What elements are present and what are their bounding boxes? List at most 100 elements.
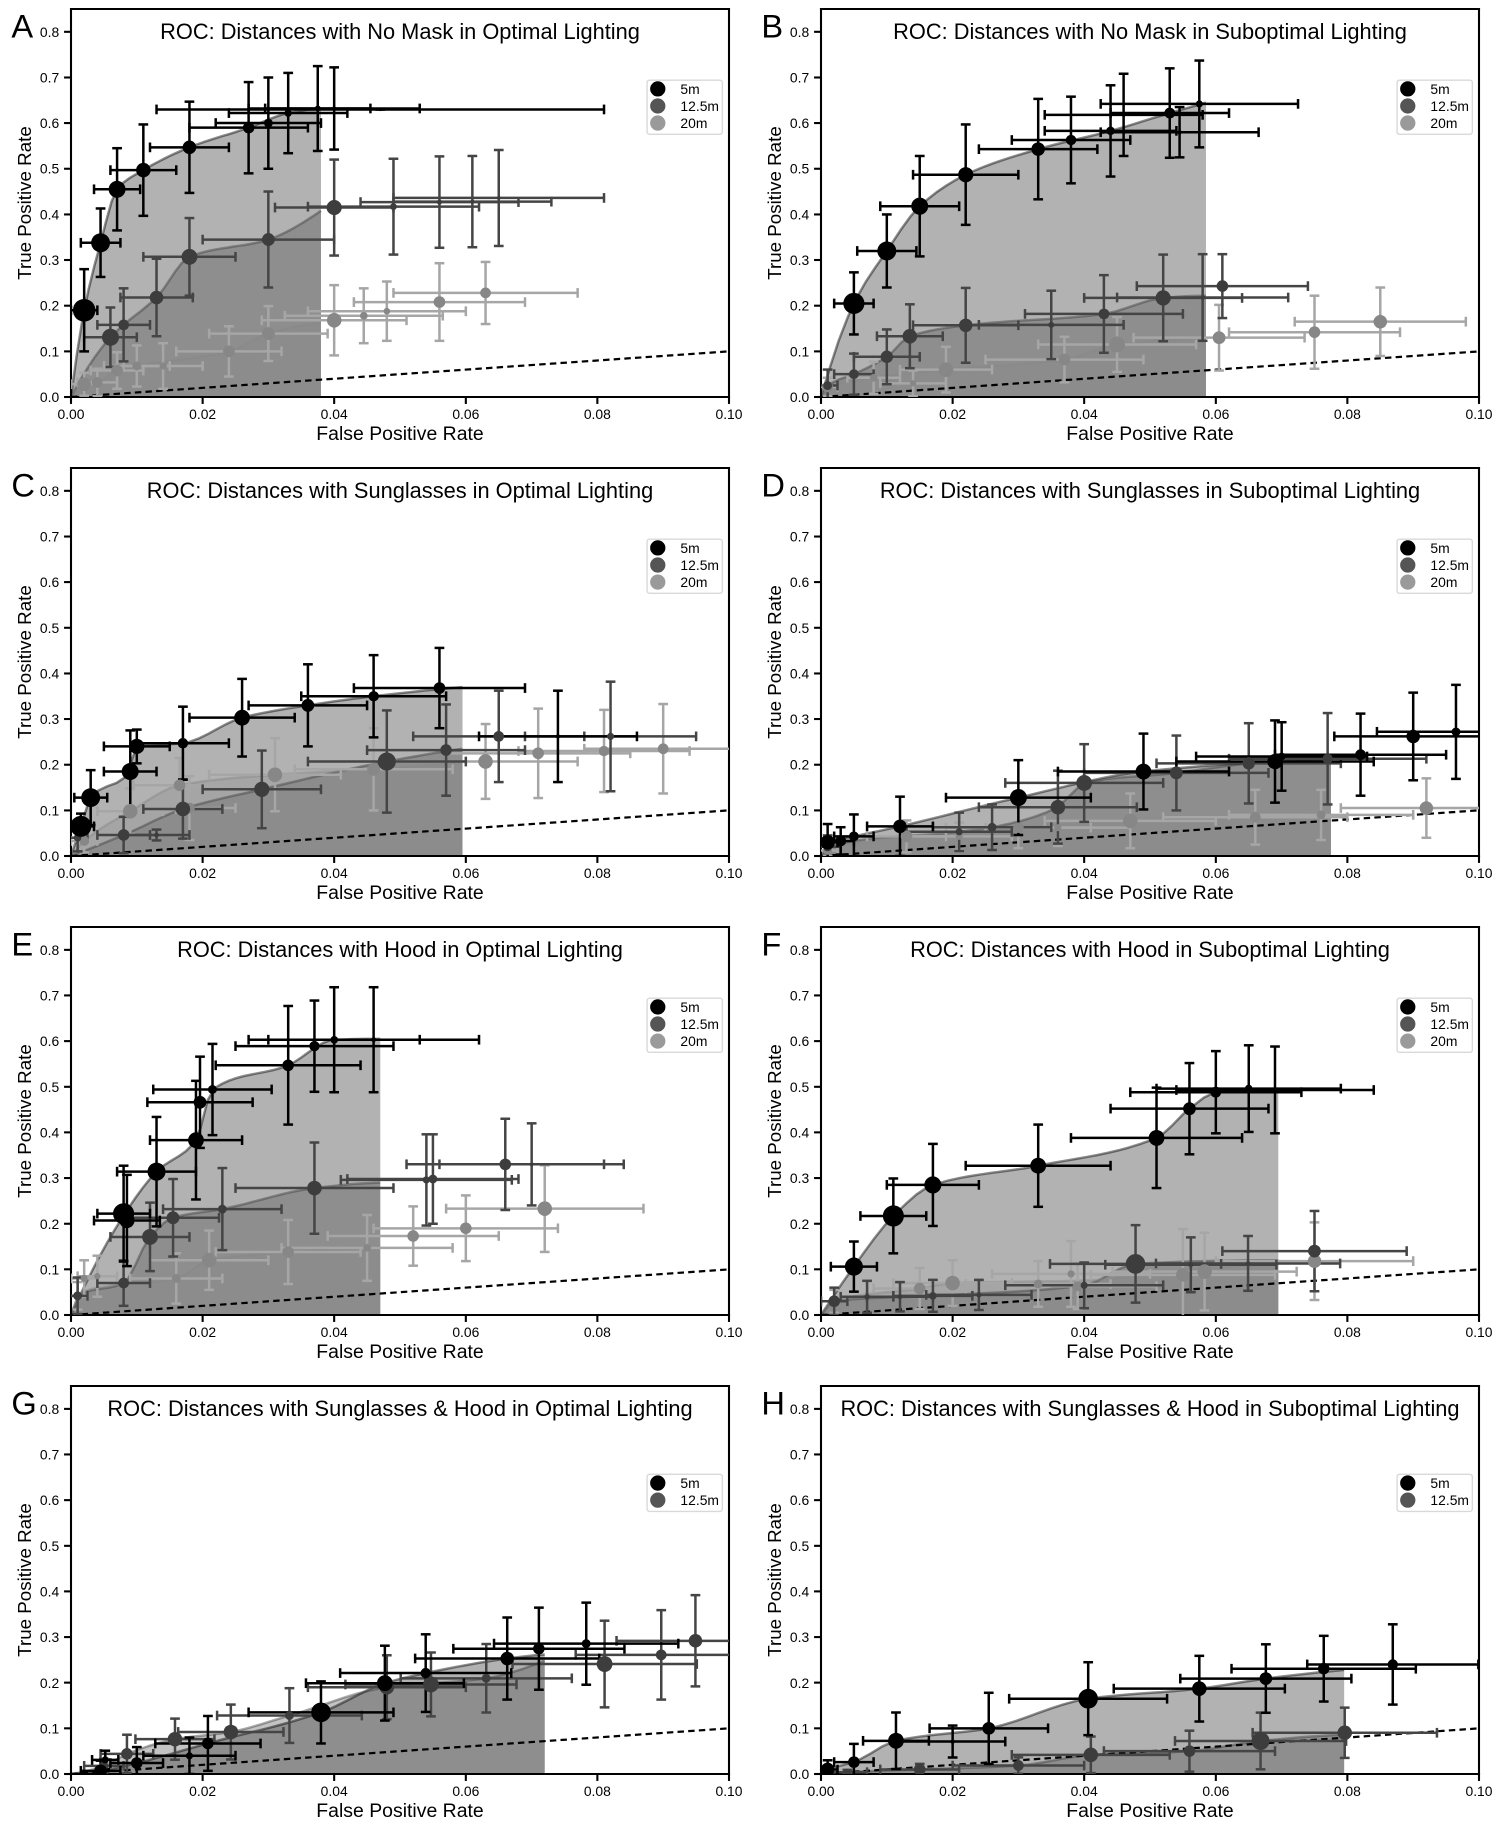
svg-text:0.10: 0.10 — [715, 406, 742, 422]
svg-text:0.7: 0.7 — [790, 1446, 810, 1462]
svg-text:0.7: 0.7 — [790, 988, 810, 1004]
svg-text:0.08: 0.08 — [1334, 1783, 1361, 1799]
svg-text:0.02: 0.02 — [189, 406, 216, 422]
svg-text:0.4: 0.4 — [40, 665, 60, 681]
svg-text:A: A — [11, 8, 33, 45]
svg-text:0.04: 0.04 — [321, 1324, 348, 1340]
svg-text:0.00: 0.00 — [807, 1324, 834, 1340]
svg-text:5m: 5m — [1430, 540, 1449, 556]
svg-text:0.04: 0.04 — [321, 1783, 348, 1799]
svg-text:0.04: 0.04 — [321, 406, 348, 422]
svg-text:0.4: 0.4 — [790, 1583, 810, 1599]
svg-text:0.7: 0.7 — [40, 70, 60, 86]
svg-text:0.6: 0.6 — [40, 115, 60, 131]
svg-text:5m: 5m — [1430, 1475, 1449, 1491]
svg-text:5m: 5m — [680, 81, 699, 97]
svg-text:0.08: 0.08 — [584, 1324, 611, 1340]
svg-text:0.2: 0.2 — [40, 1675, 60, 1691]
svg-text:0.10: 0.10 — [1465, 865, 1492, 881]
svg-text:0.3: 0.3 — [790, 711, 810, 727]
svg-text:0.2: 0.2 — [40, 757, 60, 773]
svg-text:0.00: 0.00 — [57, 865, 84, 881]
svg-text:0.06: 0.06 — [452, 1324, 479, 1340]
svg-text:0.04: 0.04 — [1071, 406, 1098, 422]
svg-text:20m: 20m — [1430, 574, 1457, 590]
svg-text:0.8: 0.8 — [790, 942, 810, 958]
svg-text:0.08: 0.08 — [584, 1783, 611, 1799]
svg-text:0.04: 0.04 — [1071, 1783, 1098, 1799]
svg-text:ROC: Distances with Sunglasses: ROC: Distances with Sunglasses & Hood in… — [840, 1396, 1459, 1421]
svg-text:0.04: 0.04 — [1071, 1324, 1098, 1340]
svg-text:0.2: 0.2 — [790, 298, 810, 314]
svg-text:0.1: 0.1 — [790, 1720, 810, 1736]
svg-text:True Positive Rate: True Positive Rate — [764, 1044, 785, 1198]
svg-text:5m: 5m — [680, 999, 699, 1015]
svg-text:0.02: 0.02 — [939, 1324, 966, 1340]
svg-text:0.06: 0.06 — [452, 406, 479, 422]
svg-text:0.08: 0.08 — [584, 865, 611, 881]
svg-text:0.02: 0.02 — [189, 1324, 216, 1340]
svg-text:0.00: 0.00 — [807, 406, 834, 422]
svg-text:0.5: 0.5 — [790, 620, 810, 636]
svg-text:ROC: Distances with Sunglasses: ROC: Distances with Sunglasses in Subopt… — [880, 478, 1420, 503]
svg-text:0.3: 0.3 — [40, 1170, 60, 1186]
svg-text:5m: 5m — [680, 540, 699, 556]
svg-text:0.7: 0.7 — [40, 1446, 60, 1462]
svg-text:0.6: 0.6 — [40, 1492, 60, 1508]
svg-text:0.08: 0.08 — [1334, 865, 1361, 881]
svg-text:0.10: 0.10 — [1465, 406, 1492, 422]
svg-text:0.0: 0.0 — [40, 848, 60, 864]
svg-text:0.8: 0.8 — [40, 942, 60, 958]
svg-text:0.10: 0.10 — [715, 1324, 742, 1340]
svg-text:0.3: 0.3 — [790, 1629, 810, 1645]
svg-text:H: H — [761, 1385, 785, 1422]
svg-text:0.1: 0.1 — [40, 1720, 60, 1736]
svg-text:0.3: 0.3 — [40, 1629, 60, 1645]
svg-text:0.8: 0.8 — [40, 24, 60, 40]
svg-text:D: D — [761, 467, 785, 504]
svg-text:True Positive Rate: True Positive Rate — [764, 1503, 785, 1657]
svg-text:0.4: 0.4 — [790, 1125, 810, 1141]
svg-text:True Positive Rate: True Positive Rate — [764, 126, 785, 280]
svg-text:0.4: 0.4 — [790, 206, 810, 222]
svg-text:0.00: 0.00 — [57, 1324, 84, 1340]
svg-text:0.5: 0.5 — [40, 620, 60, 636]
svg-text:0.3: 0.3 — [40, 252, 60, 268]
svg-text:0.08: 0.08 — [584, 406, 611, 422]
svg-text:0.10: 0.10 — [715, 865, 742, 881]
svg-text:0.04: 0.04 — [1071, 865, 1098, 881]
svg-text:0.06: 0.06 — [1202, 865, 1229, 881]
svg-text:0.4: 0.4 — [40, 1125, 60, 1141]
svg-text:G: G — [11, 1385, 36, 1422]
svg-text:12.5m: 12.5m — [1430, 1016, 1469, 1032]
svg-text:0.3: 0.3 — [790, 1170, 810, 1186]
svg-text:0.1: 0.1 — [790, 343, 810, 359]
svg-text:20m: 20m — [1430, 1033, 1457, 1049]
svg-text:0.6: 0.6 — [790, 574, 810, 590]
svg-text:0.1: 0.1 — [790, 1261, 810, 1277]
svg-text:0.0: 0.0 — [790, 1307, 810, 1323]
svg-text:0.06: 0.06 — [1202, 1783, 1229, 1799]
svg-text:0.8: 0.8 — [790, 483, 810, 499]
svg-text:ROC: Distances with Hood in Op: ROC: Distances with Hood in Optimal Ligh… — [177, 937, 623, 962]
svg-text:0.10: 0.10 — [1465, 1783, 1492, 1799]
svg-text:0.08: 0.08 — [1334, 406, 1361, 422]
svg-text:0.06: 0.06 — [1202, 1324, 1229, 1340]
svg-text:True Positive Rate: True Positive Rate — [14, 1503, 35, 1657]
svg-text:0.8: 0.8 — [40, 483, 60, 499]
svg-text:0.8: 0.8 — [790, 1401, 810, 1417]
svg-text:0.00: 0.00 — [807, 865, 834, 881]
svg-text:ROC: Distances with No Mask in: ROC: Distances with No Mask in Suboptima… — [893, 19, 1407, 44]
svg-text:0.2: 0.2 — [40, 298, 60, 314]
svg-text:0.2: 0.2 — [790, 1216, 810, 1232]
svg-text:False Positive Rate: False Positive Rate — [316, 882, 483, 904]
svg-text:0.02: 0.02 — [939, 406, 966, 422]
svg-text:0.5: 0.5 — [40, 1538, 60, 1554]
svg-text:True Positive Rate: True Positive Rate — [14, 1044, 35, 1198]
svg-text:B: B — [761, 8, 783, 45]
svg-text:0.6: 0.6 — [790, 1492, 810, 1508]
svg-text:5m: 5m — [1430, 999, 1449, 1015]
svg-text:0.4: 0.4 — [40, 206, 60, 222]
svg-text:ROC: Distances with Sunglasses: ROC: Distances with Sunglasses in Optima… — [147, 478, 653, 503]
svg-text:20m: 20m — [1430, 115, 1457, 131]
